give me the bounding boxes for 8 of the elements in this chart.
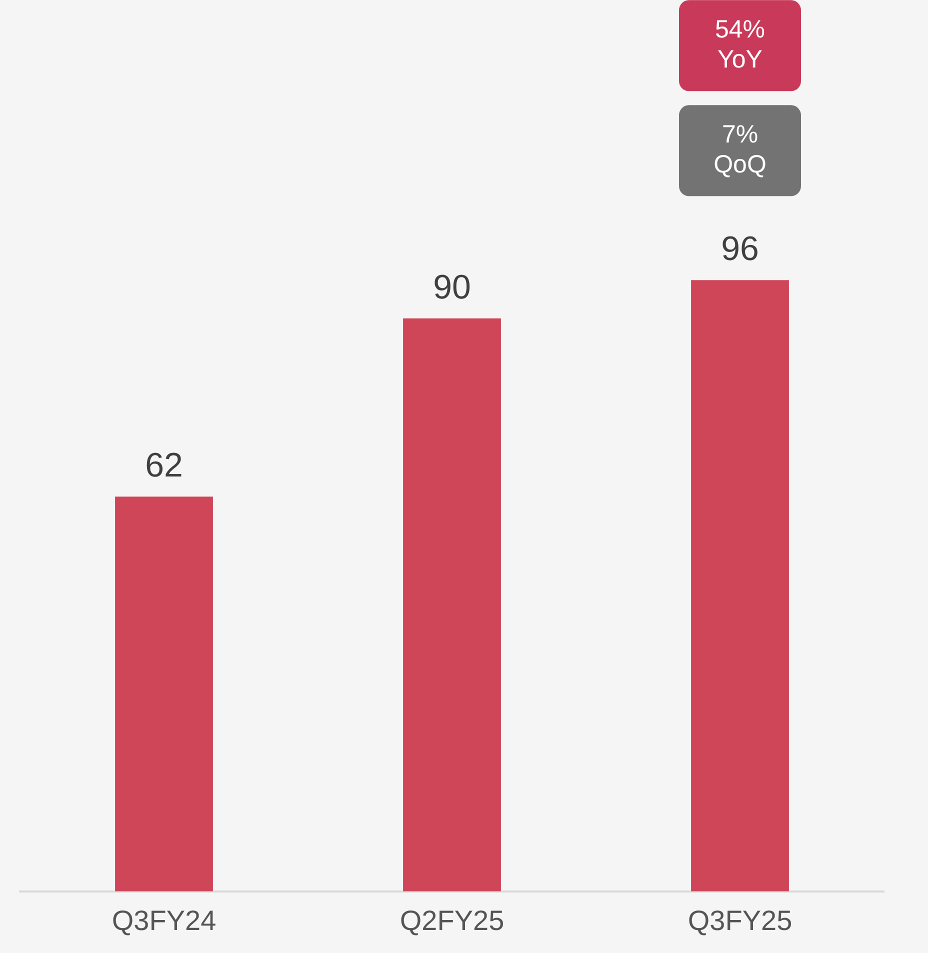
x-tick-label: Q2FY25 (400, 904, 504, 936)
data-label: 90 (433, 268, 471, 306)
x-tick-label: Q3FY24 (112, 904, 216, 936)
x-tick-label: Q3FY25 (688, 904, 792, 936)
annotation: 7% QoQ (714, 120, 766, 179)
data-label: 96 (721, 230, 759, 268)
annotation: 54% YoY (714, 16, 766, 74)
data-label: 62 (145, 446, 183, 485)
